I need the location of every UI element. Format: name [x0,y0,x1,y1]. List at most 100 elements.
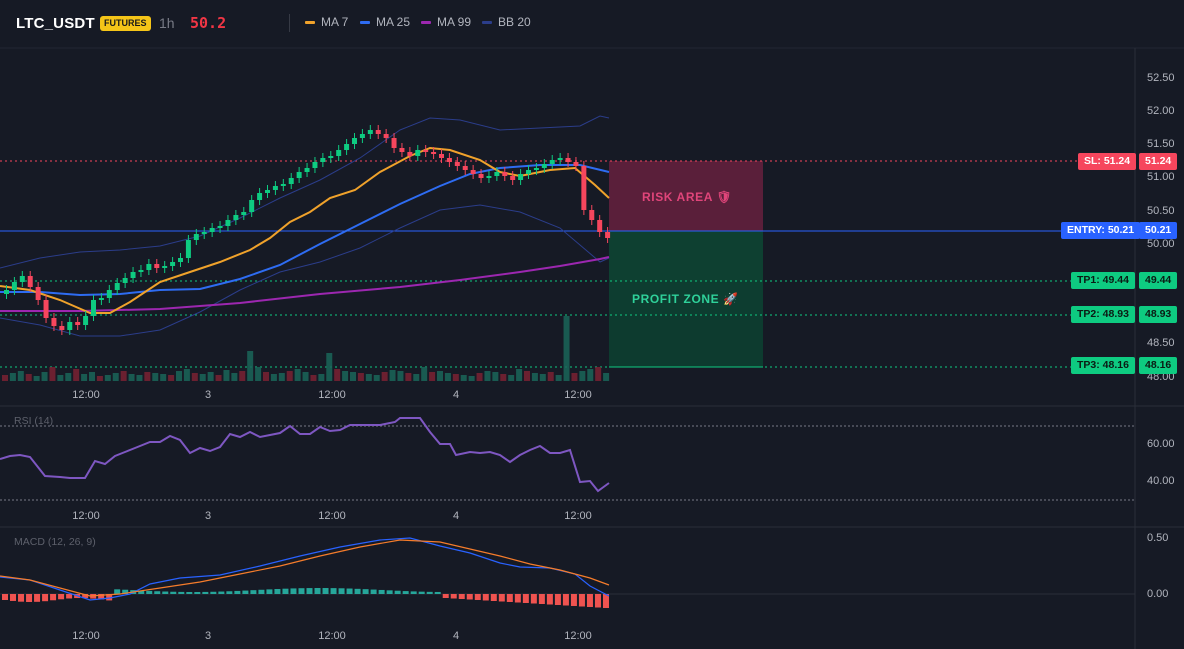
time-axis-label: 12:00 [72,510,100,522]
volume-bar [215,375,222,381]
volume-bar [263,372,269,381]
volume-bar [350,372,356,381]
macd-histogram-bar [114,589,121,594]
candle-body [423,150,429,152]
ma99-line [0,256,610,312]
candle-body [439,154,444,158]
candle-body [106,290,112,298]
volume-bar [96,376,103,381]
candle-body [541,164,547,168]
macd-histogram-bar [26,594,33,602]
volume-bar [516,369,523,381]
price-axis-label: 50.00 [1147,238,1175,250]
candle-body [257,193,263,200]
macd-histogram-bar [50,594,57,601]
legend-bb20-label: BB 20 [498,15,531,29]
candle-body [565,158,571,162]
macd-histogram-bar [506,594,513,602]
volume-bar [460,375,467,381]
volume-bar [508,375,515,381]
macd-histogram-bar [482,594,489,601]
volume-bar [191,373,198,381]
volume-bar [247,351,254,381]
macd-histogram-bar [522,594,529,603]
candle-body [336,150,342,156]
macd-histogram-bar [314,588,321,594]
candle-body [185,240,191,258]
macd-histogram-bar [122,589,129,594]
last-price: 50.2 [190,14,227,32]
legend-ma7[interactable]: MA 7 [305,15,348,29]
sl-tag[interactable]: SL: 51.24 [1078,153,1137,170]
rsi-axis-label: 60.00 [1147,438,1175,450]
volume-bar [421,367,428,381]
price-axis-label: 52.50 [1147,72,1175,84]
macd-histogram-bar [602,594,609,608]
candle-body [304,168,310,172]
time-axis-label: 12:00 [318,630,346,642]
timeframe-selector[interactable]: 1h [159,15,175,31]
candle-body [43,300,49,318]
legend-bb20[interactable]: BB 20 [482,15,531,29]
tp3-tag[interactable]: TP3: 48.16 [1071,357,1135,374]
macd-histogram-bar [426,591,433,594]
volume-bar [231,373,238,381]
volume-bar [492,372,499,381]
bb20-swatch-icon [482,20,492,24]
volume-bar [397,371,404,381]
macd-histogram-bar [562,594,569,606]
candle-body [296,172,302,178]
volume-bar [2,375,8,381]
tp1-tag[interactable]: TP1: 49.44 [1071,272,1135,289]
candle-body [4,290,9,294]
macd-histogram-bar [66,594,73,599]
price-axis-label: 50.50 [1147,205,1175,217]
macd-histogram-bar [306,588,313,594]
volume-bar [49,367,56,381]
time-axis-label: 12:00 [72,389,100,401]
macd-histogram-bar [58,594,65,600]
volume-bar [112,373,119,381]
macd-histogram-bar [370,589,377,594]
macd-panel-label[interactable]: MACD (12, 26, 9) [14,536,96,548]
volume-bar [342,371,349,381]
macd-histogram-bar [450,594,457,599]
candle-body [265,190,270,193]
macd-histogram-bar [210,591,217,594]
macd-histogram-bar [538,594,545,604]
rsi-axis-label: 40.00 [1147,475,1175,487]
macd-histogram-bar [530,594,537,604]
candle-body [470,170,476,174]
macd-histogram-bar [186,591,193,594]
candle-body [241,212,247,215]
candle-body [19,276,25,282]
tp2-tag[interactable]: TP2: 48.93 [1071,306,1135,323]
time-axis-label: 3 [204,510,212,522]
rsi-panel-label[interactable]: RSI (14) [14,415,54,427]
volume-bar [73,369,80,381]
candle-body [494,172,500,176]
symbol-name[interactable]: LTC_USDT [16,15,95,32]
legend-ma99[interactable]: MA 99 [421,15,471,29]
volume-bar [334,369,341,381]
candle-body [249,200,255,212]
ma25-swatch-icon [360,20,370,24]
entry-tag[interactable]: ENTRY: 50.21 [1061,222,1141,239]
candle-body [51,318,57,326]
volume-bar [357,373,364,381]
macd-histogram-bar [138,590,145,594]
legend-ma25[interactable]: MA 25 [360,15,410,29]
time-axis-label: 12:00 [318,510,346,522]
candle-body [178,258,183,262]
volume-bar [199,374,206,381]
volume-bar [539,374,546,381]
candle-body [502,172,508,176]
macd-histogram-bar [194,591,201,594]
macd-histogram-bar [402,591,409,594]
candle-body [35,287,41,300]
candle-body [359,134,365,138]
candle-body [589,210,595,220]
candle-body [518,174,524,180]
macd-histogram-bar [346,588,353,594]
